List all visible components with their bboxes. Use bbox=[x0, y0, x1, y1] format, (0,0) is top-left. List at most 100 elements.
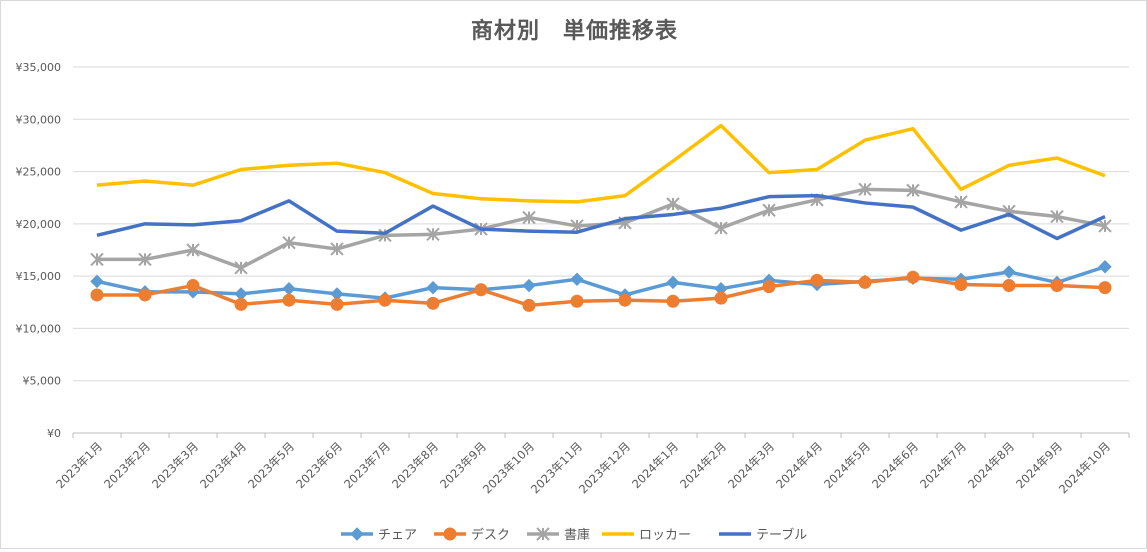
data-point bbox=[186, 243, 200, 257]
data-point bbox=[90, 288, 104, 302]
data-point bbox=[234, 261, 248, 275]
data-point bbox=[858, 182, 872, 197]
legend-item: ロッカー bbox=[602, 528, 691, 543]
series-テーブル bbox=[96, 193, 1106, 241]
data-point bbox=[1002, 279, 1016, 293]
y-tick-label: ¥15,000 bbox=[16, 270, 62, 283]
legend-label: ロッカー bbox=[639, 528, 691, 543]
y-tick-label: ¥30,000 bbox=[16, 113, 62, 126]
legend-item: チェア bbox=[341, 527, 417, 543]
x-tick-label: 2024年1月 bbox=[629, 439, 681, 491]
data-point bbox=[282, 235, 296, 250]
data-point bbox=[1050, 279, 1064, 293]
legend-label: テーブル bbox=[756, 527, 807, 543]
legend-item: テーブル bbox=[719, 527, 807, 543]
data-point bbox=[138, 252, 152, 267]
series-line bbox=[96, 193, 1106, 241]
data-point bbox=[714, 221, 728, 235]
data-point bbox=[858, 275, 872, 289]
data-point bbox=[570, 272, 584, 286]
x-axis: 2023年1月2023年2月2023年3月2023年4月2023年5月2023年… bbox=[53, 433, 1130, 496]
x-tick-label: 2023年8月 bbox=[389, 439, 441, 491]
data-point bbox=[330, 242, 344, 256]
data-point bbox=[522, 278, 536, 293]
data-point bbox=[618, 293, 632, 307]
data-point bbox=[714, 291, 728, 305]
data-point bbox=[522, 210, 536, 225]
data-point bbox=[570, 294, 584, 308]
y-axis: ¥0 ¥5,000 ¥10,000 ¥15,000 ¥20,000 ¥25,000 ¥30,… bbox=[16, 61, 62, 440]
x-tick-label: 2024年5月 bbox=[821, 439, 873, 491]
data-point bbox=[1098, 219, 1112, 233]
data-point bbox=[666, 197, 680, 211]
data-point bbox=[234, 297, 248, 311]
legend-label: チェア bbox=[378, 528, 417, 543]
y-tick-label: ¥10,000 bbox=[16, 322, 62, 335]
data-point bbox=[186, 279, 200, 293]
x-tick-label: 2024年8月 bbox=[965, 439, 1017, 491]
x-tick-label: 2024年6月 bbox=[869, 439, 921, 491]
y-tick-label: ¥5,000 bbox=[23, 375, 62, 388]
gridlines bbox=[73, 66, 1129, 434]
x-tick-label: 2023年2月 bbox=[101, 439, 153, 491]
data-point bbox=[536, 527, 550, 541]
data-point bbox=[810, 273, 824, 287]
series-lines bbox=[90, 123, 1112, 312]
data-point bbox=[954, 195, 968, 209]
data-point bbox=[1098, 260, 1112, 274]
x-tick-label: 2023年9月 bbox=[437, 439, 489, 491]
legend: チェア デスク 書庫 ロッカー テーブル bbox=[341, 527, 807, 543]
series-line bbox=[96, 265, 1106, 300]
data-point bbox=[138, 288, 152, 302]
y-tick-label: ¥25,000 bbox=[16, 166, 62, 179]
series-line bbox=[96, 123, 1106, 204]
data-point bbox=[426, 280, 440, 295]
legend-label: 書庫 bbox=[564, 528, 590, 543]
x-tick-label: 2024年2月 bbox=[677, 439, 729, 491]
data-point bbox=[954, 278, 968, 292]
x-tick-label: 2023年12月 bbox=[576, 439, 633, 496]
data-point bbox=[90, 274, 104, 289]
data-point bbox=[378, 293, 392, 307]
data-point bbox=[426, 227, 440, 242]
x-tick-label: 2023年5月 bbox=[245, 439, 297, 491]
series-line bbox=[97, 275, 1106, 308]
data-point bbox=[350, 527, 364, 541]
data-point bbox=[330, 297, 344, 311]
x-tick-label: 2024年3月 bbox=[725, 439, 777, 491]
data-point bbox=[282, 293, 296, 307]
y-tick-label: ¥0 bbox=[47, 427, 61, 440]
data-point bbox=[906, 270, 920, 284]
y-tick-label: ¥35,000 bbox=[16, 61, 62, 74]
data-point bbox=[1002, 265, 1016, 279]
data-point bbox=[762, 203, 776, 217]
data-point bbox=[282, 281, 296, 296]
x-tick-label: 2023年1月 bbox=[53, 439, 105, 491]
data-point bbox=[474, 283, 488, 297]
data-point bbox=[443, 527, 457, 541]
chart-title: 商材別 単価推移表 bbox=[470, 19, 678, 44]
x-tick-label: 2023年7月 bbox=[341, 439, 393, 491]
data-point bbox=[666, 294, 680, 308]
data-point bbox=[1098, 281, 1112, 295]
series-デスク bbox=[90, 270, 1112, 312]
legend-label: デスク bbox=[471, 527, 510, 543]
x-tick-label: 2023年3月 bbox=[149, 439, 201, 491]
data-point bbox=[90, 252, 104, 267]
y-tick-label: ¥20,000 bbox=[16, 218, 62, 231]
legend-item: デスク bbox=[434, 527, 510, 543]
x-tick-label: 2023年4月 bbox=[197, 439, 249, 491]
data-point bbox=[426, 296, 440, 310]
data-point bbox=[522, 298, 536, 312]
x-tick-label: 2024年10月 bbox=[1056, 439, 1113, 496]
x-tick-label: 2024年7月 bbox=[917, 439, 969, 491]
legend-item: 書庫 bbox=[527, 527, 590, 543]
data-point bbox=[906, 183, 920, 198]
x-tick-label: 2024年4月 bbox=[773, 439, 825, 491]
data-point bbox=[1050, 209, 1064, 224]
data-point bbox=[762, 280, 776, 294]
series-ロッカー bbox=[96, 123, 1106, 204]
x-tick-label: 2023年6月 bbox=[293, 439, 345, 491]
